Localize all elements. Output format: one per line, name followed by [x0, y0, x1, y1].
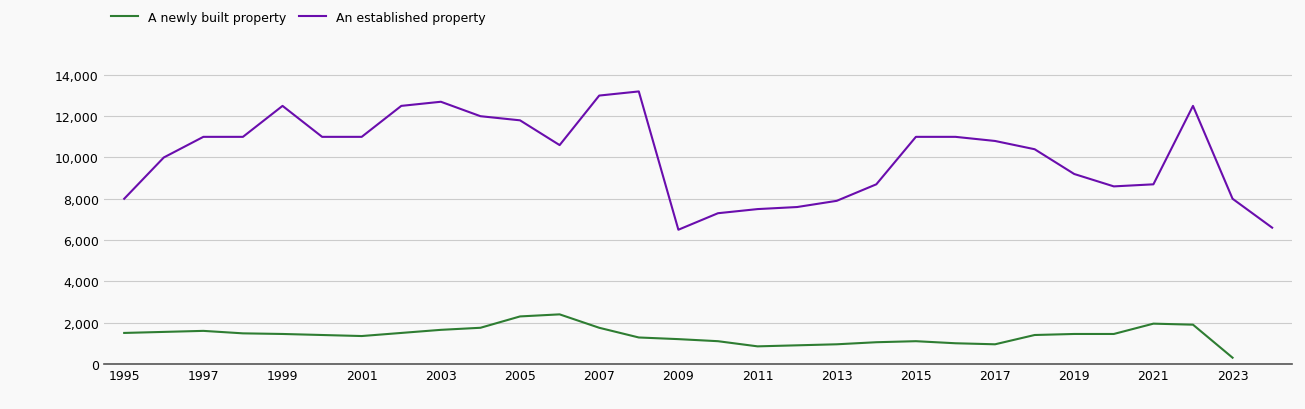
Legend: A newly built property, An established property: A newly built property, An established p…: [111, 12, 485, 25]
An established property: [1027, 147, 1043, 152]
A newly built property: [1146, 321, 1161, 326]
An established property: [354, 135, 369, 140]
A newly built property: [155, 330, 171, 335]
A newly built property: [472, 326, 488, 330]
Line: An established property: An established property: [124, 92, 1272, 230]
A newly built property: [1105, 332, 1121, 337]
A newly built property: [315, 333, 330, 338]
An established property: [790, 205, 805, 210]
Line: A newly built property: A newly built property: [124, 315, 1232, 358]
A newly built property: [1185, 322, 1201, 327]
An established property: [393, 104, 408, 109]
An established property: [632, 90, 647, 94]
An established property: [196, 135, 211, 140]
A newly built property: [512, 314, 527, 319]
A newly built property: [196, 328, 211, 333]
An established property: [315, 135, 330, 140]
An established property: [1265, 226, 1280, 231]
A newly built property: [433, 328, 449, 333]
An established property: [988, 139, 1004, 144]
A newly built property: [1224, 355, 1240, 360]
A newly built property: [632, 335, 647, 340]
A newly built property: [868, 340, 883, 345]
An established property: [671, 228, 686, 233]
An established property: [591, 94, 607, 99]
A newly built property: [749, 344, 765, 349]
A newly built property: [988, 342, 1004, 347]
A newly built property: [947, 341, 963, 346]
A newly built property: [116, 330, 132, 335]
An established property: [868, 182, 883, 187]
An established property: [710, 211, 726, 216]
A newly built property: [552, 312, 568, 317]
An established property: [1224, 197, 1240, 202]
An established property: [235, 135, 251, 140]
A newly built property: [908, 339, 924, 344]
A newly built property: [710, 339, 726, 344]
An established property: [908, 135, 924, 140]
An established property: [275, 104, 291, 109]
An established property: [1105, 184, 1121, 189]
A newly built property: [829, 342, 844, 347]
An established property: [512, 119, 527, 124]
A newly built property: [235, 331, 251, 336]
A newly built property: [790, 343, 805, 348]
An established property: [1185, 104, 1201, 109]
An established property: [116, 197, 132, 202]
An established property: [472, 115, 488, 119]
An established property: [552, 143, 568, 148]
An established property: [155, 156, 171, 161]
An established property: [1146, 182, 1161, 187]
An established property: [1066, 172, 1082, 177]
An established property: [433, 100, 449, 105]
A newly built property: [1027, 333, 1043, 338]
A newly built property: [671, 337, 686, 342]
An established property: [829, 199, 844, 204]
A newly built property: [354, 334, 369, 339]
A newly built property: [275, 332, 291, 337]
An established property: [947, 135, 963, 140]
An established property: [749, 207, 765, 212]
A newly built property: [393, 330, 408, 335]
A newly built property: [1066, 332, 1082, 337]
A newly built property: [591, 326, 607, 330]
